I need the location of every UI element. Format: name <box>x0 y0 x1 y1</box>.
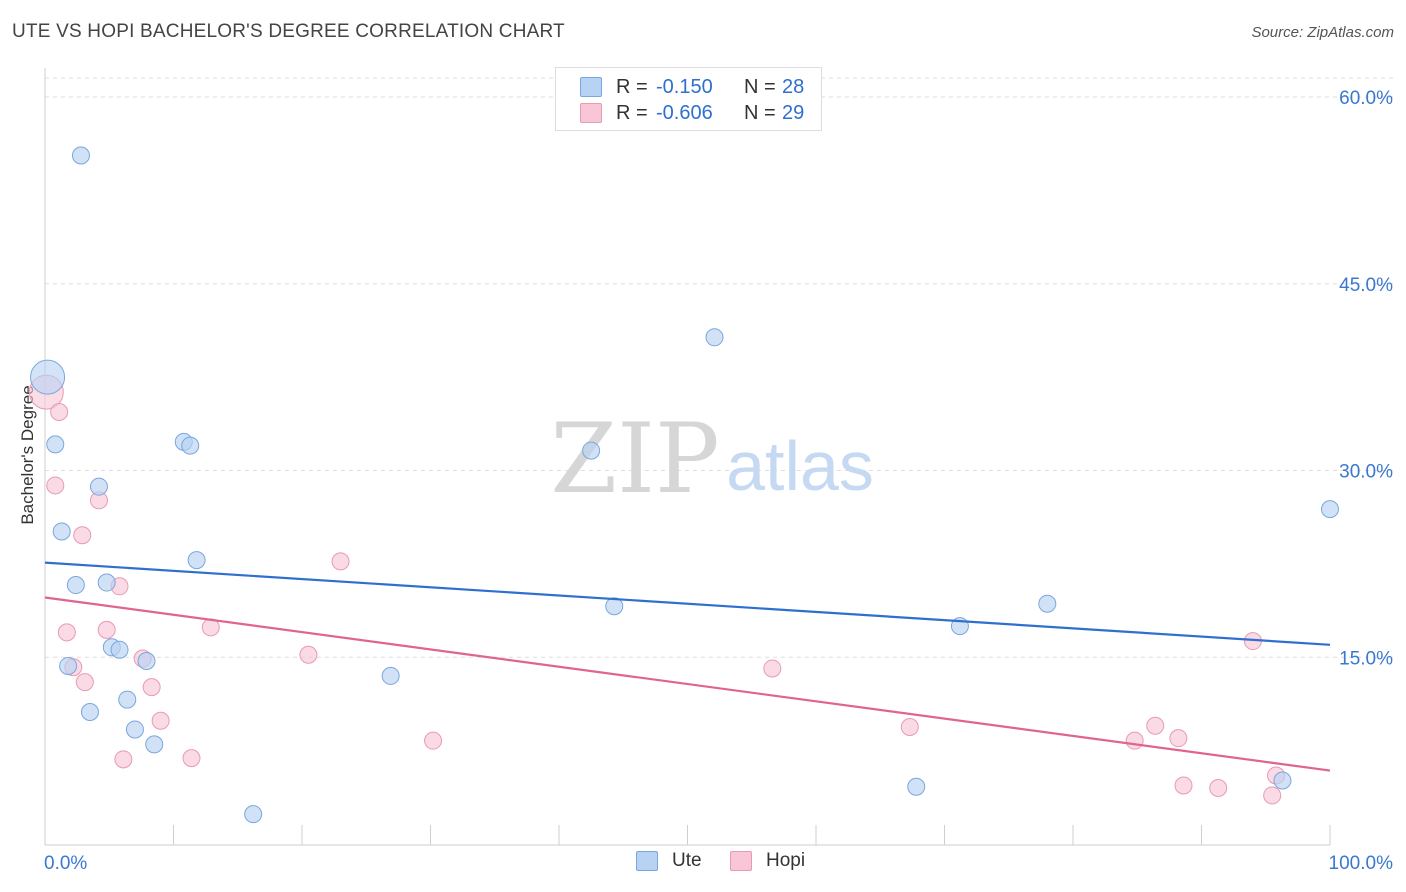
ute-r-value: -0.150 <box>656 75 713 98</box>
hopi-point <box>97 620 116 639</box>
legend-row-hopi: R = -0.606 N = 29 <box>580 101 804 125</box>
hopi-trend-line <box>44 596 1331 772</box>
ute-point <box>1038 594 1057 613</box>
ute-legend-label: Ute <box>672 850 702 871</box>
ute-point <box>59 656 78 675</box>
ute-point <box>145 735 164 754</box>
hopi-r-value: -0.606 <box>656 101 713 124</box>
hopi-point <box>182 749 201 768</box>
hopi-point <box>1169 729 1188 748</box>
ute-point <box>52 522 71 541</box>
ute-point <box>30 359 66 395</box>
hopi-point <box>900 717 919 736</box>
ute-swatch <box>580 77 602 97</box>
axis-layer <box>44 68 1331 846</box>
y-tick-label: 30.0% <box>1339 462 1393 483</box>
chart-title: UTE VS HOPI BACHELOR'S DEGREE CORRELATIO… <box>12 21 565 42</box>
hopi-point <box>151 711 170 730</box>
correlation-legend: R = -0.150 N = 28 R = -0.606 N = 29 <box>555 67 822 131</box>
ute-point <box>46 435 65 454</box>
hopi-point <box>763 659 782 678</box>
ute-point <box>97 573 116 592</box>
hopi-legend-label: Hopi <box>766 850 806 871</box>
ute-point <box>110 640 129 659</box>
y-tick-label: 60.0% <box>1339 88 1393 109</box>
hopi-point <box>73 526 92 545</box>
ute-r-label: R = <box>616 75 648 98</box>
x-tick-label: 0.0% <box>44 853 87 874</box>
hopi-point <box>46 476 65 495</box>
ute-point <box>66 576 85 595</box>
y-tick-label: 45.0% <box>1339 275 1393 296</box>
tick-labels: 15.0% 30.0% 45.0% 60.0% 0.0% 100.0% <box>44 88 1393 874</box>
ute-legend-swatch <box>636 851 658 871</box>
ute-point <box>80 703 99 722</box>
ute-point <box>1321 500 1339 519</box>
grid-layer <box>45 77 1393 658</box>
ute-point <box>137 651 156 670</box>
hopi-point <box>299 645 318 664</box>
hopi-point <box>75 673 94 692</box>
hopi-point <box>57 623 76 642</box>
hopi-r-label: R = <box>616 101 648 124</box>
source-label: Source: ZipAtlas.com <box>1251 24 1394 41</box>
hopi-point <box>1146 716 1165 735</box>
trend-layer <box>44 561 1331 772</box>
ute-points <box>30 146 1339 824</box>
hopi-point <box>142 678 161 697</box>
bottom-legend-hopi: Hopi <box>730 850 805 872</box>
ute-n-label: N = <box>744 75 776 98</box>
bottom-legend-ute: Ute <box>636 850 702 872</box>
ute-point <box>118 690 137 709</box>
hopi-n-label: N = <box>744 101 776 124</box>
hopi-legend-swatch <box>730 851 752 871</box>
hopi-point <box>50 402 69 421</box>
x-tick-label: 100.0% <box>1329 853 1394 874</box>
hopi-point <box>1174 776 1193 795</box>
ute-point <box>89 477 108 496</box>
hopi-point <box>424 731 443 750</box>
hopi-point <box>1125 731 1144 750</box>
hopi-point <box>1209 778 1228 797</box>
watermark-zip: ZIP <box>550 403 719 515</box>
ute-point <box>1273 771 1292 790</box>
ute-point <box>187 551 206 570</box>
ute-point <box>582 441 601 460</box>
legend-row-ute: R = -0.150 N = 28 <box>580 75 804 99</box>
hopi-point <box>331 552 350 571</box>
hopi-point <box>114 750 133 769</box>
ute-point <box>181 436 200 455</box>
ute-point <box>381 666 400 685</box>
ute-point <box>71 146 90 165</box>
ute-n-value: 28 <box>782 75 805 98</box>
ute-point <box>605 597 624 616</box>
hopi-swatch <box>580 103 602 123</box>
ute-point <box>125 720 144 739</box>
ute-point <box>705 328 724 347</box>
hopi-point <box>1263 786 1282 805</box>
watermark-atlas: atlas <box>726 427 874 505</box>
ute-point <box>907 777 926 796</box>
ute-trend-line <box>44 561 1331 646</box>
watermark: ZIP atlas <box>550 403 874 515</box>
hopi-n-value: 29 <box>782 101 805 124</box>
ute-point <box>244 805 263 824</box>
y-tick-label: 15.0% <box>1339 648 1393 669</box>
